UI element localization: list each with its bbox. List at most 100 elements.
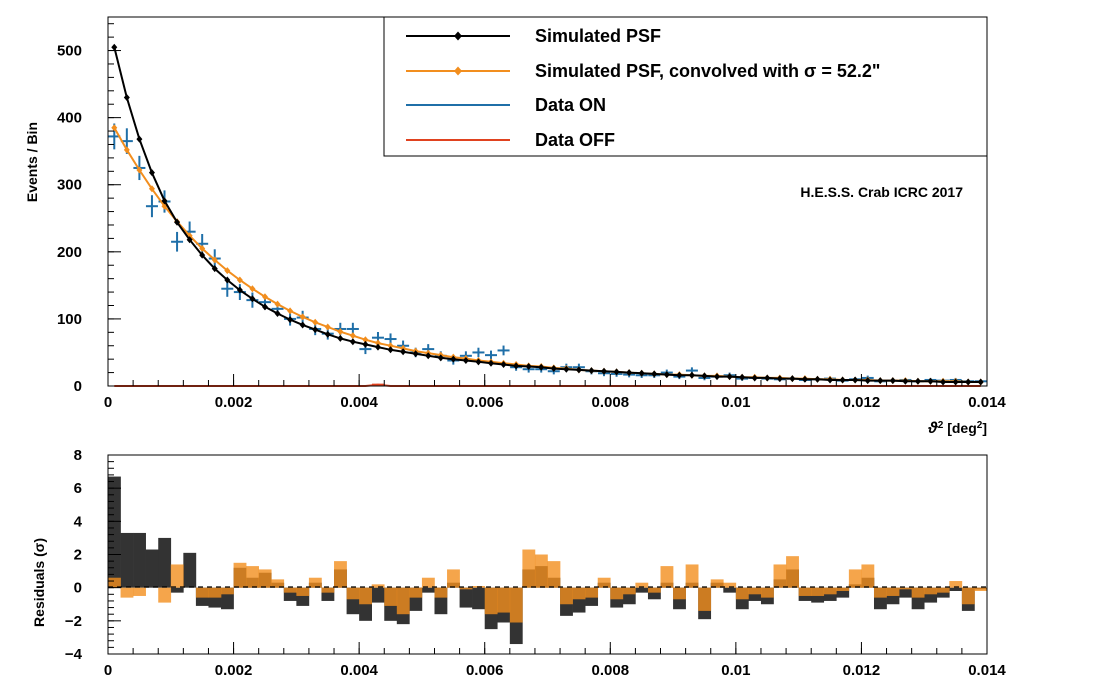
legend-label-data-off: Data OFF [535,130,615,150]
residual-bar-simulated [133,532,146,588]
convolved-psf-marker [312,318,319,326]
residual-bar-convolved [974,587,988,591]
data-on-point [145,195,158,218]
residual-bar-simulated [158,537,172,588]
residual-bar-convolved [509,587,523,623]
bottom-x-tick-label: 0.006 [466,662,504,675]
simulated-psf-marker [349,338,356,346]
bottom-y-tick-label: 8 [74,447,82,464]
residual-bar-simulated [108,476,121,588]
residual-bars-layer [108,476,988,645]
simulated-psf-marker [940,378,947,386]
bottom-y-tick-label: 2 [74,547,82,564]
residual-bar-convolved [108,577,121,588]
convolved-psf-marker [136,166,143,174]
residual-bar-convolved [334,561,347,588]
top-x-tick-label: 0.004 [340,394,378,411]
residual-bar-convolved [120,587,134,598]
simulated-psf-marker [726,373,733,381]
simulated-psf-marker [374,343,381,351]
bottom-y-axis-label: Residuals (σ) [31,538,47,627]
bottom-x-tick-label: 0.01 [721,662,750,675]
simulated-psf-marker [701,372,708,380]
residual-bar-convolved [421,577,435,588]
legend-entry-simulated-psf: Simulated PSF [406,26,661,46]
legend-marker-simulated-psf [454,31,462,41]
convolved-psf-marker [349,332,356,340]
residual-bar-convolved [597,577,611,588]
simulated-psf-marker [688,371,695,379]
simulated-psf-marker [450,355,457,363]
simulated-psf-marker [764,374,771,382]
residual-bar-convolved [622,587,636,595]
residual-bar-convolved [786,556,799,588]
convolved-psf-marker [337,328,344,336]
data-on-point [484,350,497,360]
simulated-psf-marker [814,375,821,383]
top-y-tick-label: 500 [57,43,82,60]
legend-label-simulated-psf: Simulated PSF [535,26,661,46]
residual-bar-convolved [522,549,536,588]
residual-bar-convolved [610,587,624,600]
residual-bar-convolved [321,587,335,593]
convolved-psf-marker [287,307,294,315]
simulated-psf-marker [776,375,783,383]
bottom-y-tick-label: −2 [65,613,82,630]
legend-entry-data-off: Data OFF [406,130,615,150]
simulated-psf-marker [287,316,294,324]
residual-bar-convolved [773,564,787,588]
simulated-psf-marker [889,377,896,385]
legend-entry-convolved-psf: Simulated PSF, convolved with σ = 52.2" [406,61,880,81]
top-x-tick-label: 0.006 [466,394,504,411]
legend-label-data-on: Data ON [535,95,606,115]
convolved-psf-marker [199,244,206,252]
simulated-psf-marker [111,43,118,51]
simulated-psf-marker [864,377,871,385]
residual-bar-simulated [459,587,473,608]
residual-bar-convolved [497,587,511,613]
hess-annotation: H.E.S.S. Crab ICRC 2017 [800,184,963,200]
simulated-psf-marker [236,286,243,294]
residual-bar-convolved [723,582,737,588]
residual-bar-convolved [359,587,372,605]
top-y-tick-label: 0 [74,378,82,395]
simulated-psf-marker [588,367,595,375]
residual-bar-convolved [936,587,950,593]
simulated-psf-marker [312,326,319,334]
residual-bar-convolved [258,569,272,588]
residual-bar-convolved [409,587,423,598]
convolved-psf-marker [261,293,268,301]
simulated-psf-marker [601,367,608,375]
convolved-psf-marker [299,313,306,321]
simulated-psf-marker [261,303,268,311]
residual-bar-convolved [572,587,586,600]
simulated-psf-marker [751,374,758,382]
convolved-psf-marker [387,342,394,350]
top-y-tick-label: 400 [57,110,82,127]
residual-bar-simulated [949,587,963,591]
simulated-psf-marker [136,135,143,143]
residual-bar-convolved [170,564,184,588]
residual-bar-simulated [836,587,850,598]
residual-bar-convolved [685,564,699,588]
top-ticks: 0 0.002 0.004 0.006 0.008 0.01 0.012 0.014 0 100 2… [57,23,1006,411]
convolved-psf-marker [236,276,243,284]
residual-bar-simulated [145,549,159,588]
bottom-x-tick-label: 0.014 [968,662,1006,675]
residual-bar-convolved [961,587,975,605]
data-on-point [497,345,510,356]
residual-bar-convolved [873,587,887,598]
data-on-point [171,231,184,252]
residual-bar-convolved [660,566,674,588]
simulated-psf-marker [487,359,494,367]
residual-bar-convolved [447,569,460,588]
convolved-psf-line [113,127,981,383]
residual-bar-simulated [170,587,184,593]
residual-bar-convolved [635,582,649,588]
residual-bar-convolved [346,587,360,600]
residual-bar-convolved [560,587,573,605]
legend: Simulated PSF Simulated PSF, convolved w… [383,16,988,157]
simulated-psf-marker [977,378,984,386]
residual-bar-convolved [246,566,259,588]
